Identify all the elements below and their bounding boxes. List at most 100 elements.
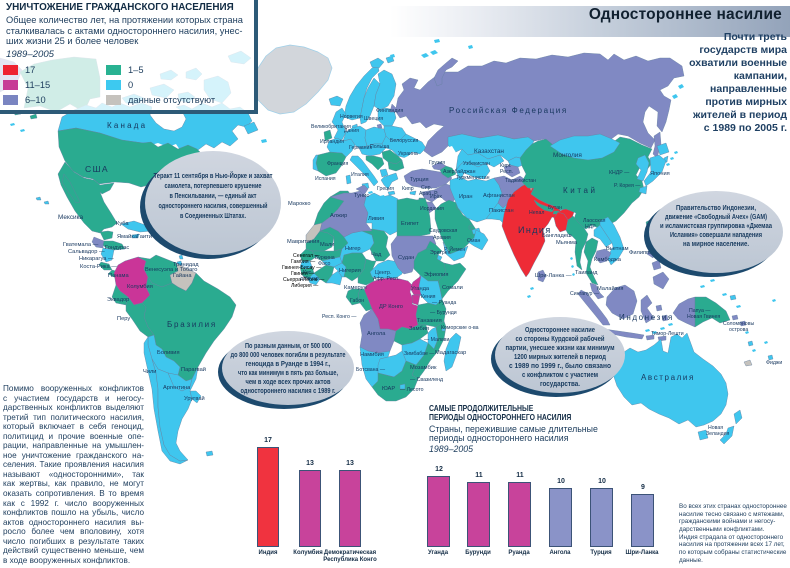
- svg-text:Респ.: Респ.: [500, 169, 513, 175]
- svg-text:Камерун: Камерун: [344, 285, 367, 291]
- svg-text:Польша: Польша: [370, 144, 389, 150]
- svg-text:Таиланд: Таиланд: [575, 270, 598, 276]
- svg-text:Гватемала —: Гватемала —: [63, 242, 99, 248]
- svg-text:Кот-: Кот-: [303, 270, 313, 276]
- svg-text:Сингапур —: Сингапур —: [570, 291, 600, 297]
- svg-text:Вьетнам: Вьетнам: [606, 246, 629, 252]
- svg-text:Центр.: Центр.: [375, 270, 391, 276]
- svg-text:Алжир: Алжир: [330, 213, 347, 219]
- svg-text:Таджикистан: Таджикистан: [505, 178, 536, 184]
- svg-text:Камбоджа: Камбоджа: [594, 257, 622, 263]
- svg-text:Китай: Китай: [563, 186, 598, 195]
- svg-text:Испания: Испания: [315, 176, 336, 182]
- svg-text:Германия: Германия: [349, 145, 372, 151]
- svg-text:Ангола: Ангола: [367, 331, 386, 337]
- svg-text:одностороннего насилия, соверш: одностороннего насилия, совершенный: [159, 201, 268, 210]
- svg-text:Фасо: Фасо: [318, 261, 330, 267]
- svg-text:Казахстан: Казахстан: [474, 148, 504, 155]
- svg-text:Марокко: Марокко: [288, 201, 311, 207]
- svg-text:Азербайджан: Азербайджан: [443, 168, 476, 175]
- svg-text:Грузия: Грузия: [429, 160, 445, 166]
- svg-text:Ботсвана —: Ботсвана —: [356, 367, 386, 373]
- svg-text:Дания: Дания: [344, 128, 359, 134]
- svg-text:Замбия: Замбия: [409, 326, 429, 332]
- svg-text:— Малави: — Малави: [424, 337, 450, 343]
- svg-text:Египет: Египет: [401, 221, 419, 227]
- svg-text:Турция: Турция: [410, 177, 429, 183]
- svg-text:Либерия —: Либерия —: [291, 283, 319, 289]
- svg-text:Уганда: Уганда: [411, 286, 430, 292]
- svg-text:Монголия: Монголия: [553, 152, 582, 159]
- svg-text:Гвинея-Бисау —: Гвинея-Бисау —: [282, 265, 322, 271]
- svg-text:Сальвадор —: Сальвадор —: [68, 249, 105, 255]
- svg-text:Одностороннее насилие: Одностороннее насилие: [525, 325, 595, 334]
- svg-text:Италия: Италия: [351, 172, 369, 178]
- svg-text:Греция: Греция: [377, 186, 394, 192]
- svg-text:КНДР —: КНДР —: [609, 170, 630, 176]
- svg-text:Респ. Конго —: Респ. Конго —: [322, 314, 357, 320]
- svg-text:Бангладеш: Бангладеш: [542, 233, 572, 239]
- svg-text:Австралия: Австралия: [641, 373, 695, 382]
- svg-text:Тунис: Тунис: [354, 193, 369, 199]
- svg-text:Коста-Рика —: Коста-Рика —: [80, 264, 117, 270]
- svg-text:Уругвай: Уругвай: [184, 395, 205, 402]
- svg-text:Мали: Мали: [320, 242, 334, 248]
- svg-text:Аравия: Аравия: [433, 235, 451, 241]
- svg-text:чем в ходе всех прочих актов: чем в ходе всех прочих актов: [246, 377, 331, 386]
- svg-text:Франция: Франция: [327, 161, 348, 167]
- svg-text:Мавритания: Мавритания: [287, 239, 319, 245]
- svg-text:Панама: Панама: [108, 273, 129, 279]
- svg-text:США: США: [85, 164, 109, 174]
- svg-text:в Соединенных Штатах.: в Соединенных Штатах.: [180, 211, 246, 220]
- svg-text:самолета, потерпевшего крушени: самолета, потерпевшего крушение: [165, 181, 262, 190]
- svg-text:Малайзия: Малайзия: [597, 285, 624, 292]
- svg-text:Кения: Кения: [421, 294, 436, 300]
- svg-text:Куба: Куба: [116, 221, 129, 227]
- svg-text:По разным данным, от 500 000: По разным данным, от 500 000: [245, 341, 331, 350]
- svg-text:Ирак: Ирак: [430, 194, 442, 200]
- svg-text:Ирландия: Ирландия: [320, 139, 344, 145]
- svg-text:одностороннего насилия с 1989: одностороннего насилия с 1989 г.: [241, 386, 336, 395]
- svg-text:Филиппины: Филиппины: [629, 250, 660, 256]
- svg-text:Афганистан: Афганистан: [483, 193, 515, 199]
- svg-text:Нигерия: Нигерия: [339, 268, 361, 274]
- svg-text:Сьерра-Леоне —: Сьерра-Леоне —: [283, 277, 325, 283]
- svg-text:Буркина: Буркина: [315, 255, 335, 261]
- svg-text:Габон: Габон: [350, 298, 364, 304]
- svg-text:ЮАР: ЮАР: [382, 386, 395, 392]
- svg-text:Тринидад: Тринидад: [173, 262, 199, 268]
- svg-text:— Свазиленд: — Свазиленд: [410, 377, 443, 383]
- svg-text:Эритрея: Эритрея: [430, 250, 451, 256]
- svg-text:— Бурунди: — Бурунди: [430, 310, 457, 316]
- svg-text:Мозамбик: Мозамбик: [410, 365, 437, 371]
- svg-text:и Тобаго: и Тобаго: [175, 267, 197, 273]
- svg-text:Зимбабве —: Зимбабве —: [404, 351, 435, 357]
- svg-text:Туркменистан: Туркменистан: [456, 175, 490, 181]
- svg-text:Р. Йемен: Р. Йемен: [444, 245, 465, 253]
- svg-text:Украина: Украина: [398, 151, 418, 157]
- svg-text:Швеция: Швеция: [364, 116, 383, 122]
- svg-text:Исламия» совершали нападения: Исламия» совершали нападения: [670, 230, 762, 239]
- svg-text:Белоруссия: Белоруссия: [390, 138, 419, 144]
- svg-text:Шри-Ланка —: Шри-Ланка —: [535, 273, 572, 279]
- svg-text:Новая Гвинея: Новая Гвинея: [687, 314, 720, 320]
- svg-text:Непал: Непал: [529, 210, 544, 216]
- svg-text:в Пенсильвании, — единый акт: в Пенсильвании, — единый акт: [170, 191, 257, 200]
- svg-text:Лаосская: Лаосская: [583, 218, 606, 224]
- svg-text:1200 мирных жителей в период: 1200 мирных жителей в период: [514, 352, 606, 361]
- svg-text:Российская Федерация: Российская Федерация: [449, 106, 568, 115]
- svg-text:Кипр: Кипр: [402, 186, 414, 192]
- svg-text:Афр. Респ.: Афр. Респ.: [373, 276, 400, 282]
- svg-text:Аргентина: Аргентина: [163, 385, 191, 391]
- svg-text:до 800 000 человек погибли в р: до 800 000 человек погибли в результате: [231, 350, 346, 359]
- svg-text:Намибия: Намибия: [360, 352, 384, 358]
- svg-text:Мексика: Мексика: [58, 214, 84, 221]
- svg-text:Эфиопия: Эфиопия: [424, 272, 448, 278]
- svg-text:Индия: Индия: [518, 225, 552, 235]
- svg-text:Боливия: Боливия: [157, 350, 180, 356]
- svg-text:Мьянма: Мьянма: [556, 240, 578, 246]
- svg-text:что как минимум в пять раз бол: что как минимум в пять раз больше,: [238, 368, 338, 377]
- svg-text:с конфликтом с участием: с конфликтом с участием: [522, 370, 598, 379]
- svg-text:Чад: Чад: [371, 252, 382, 258]
- svg-text:партии, унесшее жизни как мини: партии, унесшее жизни как минимум: [506, 343, 615, 352]
